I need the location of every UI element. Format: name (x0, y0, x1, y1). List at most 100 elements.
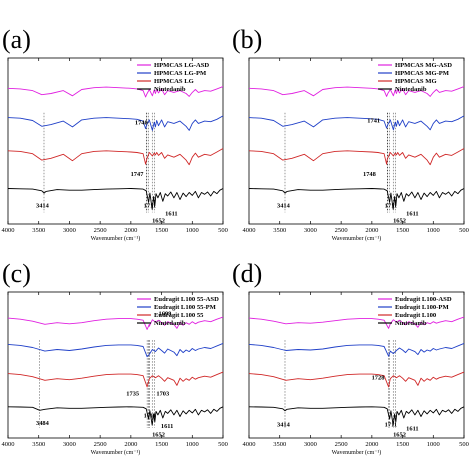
peak-annotation: 1611 (161, 423, 173, 430)
peak-annotation: 1652 (152, 217, 165, 224)
series-line-4 (248, 188, 465, 210)
plot-frame (248, 57, 465, 225)
x-tick-label: 4000 (2, 441, 15, 448)
plot-frame (248, 291, 465, 439)
x-axis-label: Wavenumber (cm⁻¹) (332, 449, 382, 456)
series-line-3 (7, 371, 224, 388)
legend-entry: Nintedanib (154, 86, 186, 93)
x-tick-label: 1000 (186, 441, 199, 448)
x-tick-label: 1500 (155, 441, 168, 448)
chart-panel-2: (b) 4000 3500 3000 2500 2000 1500 1000 500 Wavenu… (232, 25, 469, 242)
legend-entry: HPMCAS MG-PM (395, 70, 450, 77)
x-tick-label: 3000 (304, 227, 317, 234)
x-axis-label: Wavenumber (cm⁻¹) (91, 449, 141, 456)
x-tick-label: 3500 (32, 441, 45, 448)
peak-annotation: 1652 (393, 217, 406, 224)
x-tick-label: 3000 (63, 441, 76, 448)
x-tick-label: 500 (218, 441, 228, 448)
series-line-1 (248, 86, 465, 97)
chart-panel-1: (a) 4000 3500 3000 2500 2000 1500 1000 500 Wavenu… (2, 25, 228, 242)
x-tick-label: 2000 (365, 227, 378, 234)
peak-annotation: 1611 (406, 211, 418, 218)
legend-entry: Nintedanib (395, 86, 427, 93)
series-line-2 (248, 115, 465, 131)
legend-entry: Eudragit L100 (395, 312, 437, 319)
x-tick-label: 1500 (155, 227, 168, 234)
legend-entry: HPMCAS LG-ASD (154, 62, 209, 69)
peak-annotation: 1703 (156, 391, 169, 398)
series-line-3 (248, 148, 465, 166)
series-line-4 (7, 406, 224, 426)
peak-annotation: 1652 (152, 432, 165, 439)
x-tick-label: 4000 (243, 441, 256, 448)
series-line-3 (248, 371, 465, 388)
chart-panel-3: (c) 4000 3500 3000 2500 2000 1500 1000 500 Wavenu… (2, 259, 228, 456)
x-tick-label: 4000 (2, 227, 15, 234)
series-line-2 (7, 115, 224, 131)
x-tick-label: 1000 (186, 227, 199, 234)
x-tick-label: 2500 (335, 227, 348, 234)
legend-entry: Eudragit L100 55-ASD (154, 296, 219, 303)
peak-annotation: 1741 (367, 118, 380, 125)
x-tick-label: 3000 (63, 227, 76, 234)
series-line-2 (248, 342, 465, 357)
x-tick-label: 3000 (304, 441, 317, 448)
x-tick-label: 1000 (427, 441, 440, 448)
series-line-1 (7, 316, 224, 330)
x-tick-label: 3500 (273, 227, 286, 234)
legend-entry: Eudragit L100-PM (395, 304, 449, 311)
x-tick-label: 2500 (94, 441, 107, 448)
peak-annotation: 3484 (36, 420, 50, 427)
x-tick-label: 2000 (124, 227, 137, 234)
legend-entry: Nintedanib (395, 320, 427, 327)
series-line-2 (7, 342, 224, 358)
x-tick-label: 4000 (243, 227, 256, 234)
legend-entry: Eudragit L100 55 (154, 312, 204, 319)
legend-entry: Nintedanib (154, 320, 186, 327)
legend-entry: HPMCAS MG (395, 78, 437, 85)
x-tick-label: 500 (459, 441, 469, 448)
legend-entry: HPMCAS MG-ASD (395, 62, 452, 69)
peak-annotation: 1747 (131, 171, 145, 178)
panel-label: (d) (232, 259, 262, 288)
x-tick-label: 2500 (94, 227, 107, 234)
x-tick-label: 2000 (124, 441, 137, 448)
peak-annotation: 1735 (126, 391, 139, 398)
x-tick-label: 2500 (335, 441, 348, 448)
x-tick-label: 1500 (396, 227, 409, 234)
peak-annotation: 1740 (135, 119, 148, 126)
series-line-4 (248, 406, 465, 426)
legend-entry: HPMCAS LG-PM (154, 70, 207, 77)
chart-panel-4: (d) 4000 3500 3000 2500 2000 1500 1000 500 Wavenu… (232, 259, 469, 456)
legend-entry: Eudragit L100-ASD (395, 296, 452, 303)
peak-annotation: 1711 (385, 202, 397, 209)
x-tick-label: 1000 (427, 227, 440, 234)
x-tick-label: 2000 (365, 441, 378, 448)
x-axis-label: Wavenumber (cm⁻¹) (332, 235, 382, 242)
x-axis-label: Wavenumber (cm⁻¹) (91, 235, 141, 242)
series-line-1 (248, 316, 465, 329)
legend-entry: Eudragit L100 55-PM (154, 304, 217, 311)
peak-annotation: 1748 (363, 171, 376, 178)
series-line-1 (7, 86, 224, 98)
x-tick-label: 3500 (32, 227, 45, 234)
x-tick-label: 3500 (273, 441, 286, 448)
peak-annotation: 1699 (159, 310, 172, 317)
x-tick-label: 500 (218, 227, 228, 234)
panel-label: (b) (232, 25, 262, 54)
peak-annotation: 1711 (144, 413, 156, 420)
peak-annotation: 1711 (144, 202, 156, 209)
peak-annotation: 1652 (393, 432, 406, 439)
panel-label: (c) (2, 259, 31, 288)
x-tick-label: 1500 (396, 441, 409, 448)
peak-annotation: 3414 (36, 202, 50, 209)
x-tick-label: 500 (459, 227, 469, 234)
peak-annotation: 3414 (277, 421, 291, 428)
plot-frame (7, 57, 224, 225)
peak-annotation: 1711 (385, 421, 397, 428)
peak-annotation: 1611 (406, 426, 418, 433)
peak-annotation: 1611 (165, 211, 177, 218)
legend-entry: HPMCAS LG (154, 78, 194, 85)
plot-frame (7, 291, 224, 439)
panel-label: (a) (2, 25, 31, 54)
